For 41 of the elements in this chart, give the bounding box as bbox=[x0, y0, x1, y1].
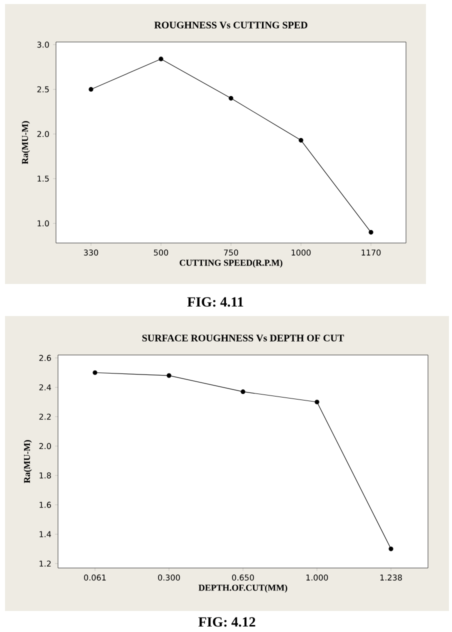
point bbox=[228, 96, 234, 101]
x-tick-label: 500 bbox=[154, 250, 168, 256]
x-axis-title: DEPTH.OF.CUT(MM) bbox=[198, 584, 288, 593]
y-axis-title: Ra(MU-M) bbox=[22, 121, 30, 164]
y-tick-label: 1.2 bbox=[40, 560, 51, 567]
y-tick-label: 1.4 bbox=[40, 531, 52, 538]
x-tick-label: 330 bbox=[84, 250, 98, 256]
point bbox=[388, 546, 394, 552]
y-tick-label: 2.0 bbox=[37, 130, 49, 138]
x-tick-label: 0.650 bbox=[232, 574, 254, 581]
x-tick-label: 1.000 bbox=[306, 574, 328, 581]
y-tick-label: 1.5 bbox=[38, 176, 49, 182]
text: FIG: 4.11 bbox=[187, 297, 244, 307]
x-tick-label: 1.238 bbox=[380, 574, 402, 581]
y-tick-label: 2.5 bbox=[37, 86, 49, 92]
point bbox=[298, 138, 304, 143]
y-tick-label: 1.0 bbox=[38, 220, 49, 226]
y-tick-label: 1.6 bbox=[40, 502, 51, 508]
point bbox=[240, 389, 246, 394]
point bbox=[368, 230, 374, 235]
y-axis-title: Ra(MU-M) bbox=[24, 440, 32, 484]
y-tick-label: 1.8 bbox=[40, 472, 51, 478]
chart-title: ROUGHNESS Vs CUTTING SPED bbox=[154, 22, 308, 28]
chart-title: SURFACE ROUGHNESS Vs DEPTH OF CUT bbox=[142, 334, 344, 342]
y-tick-label: 2.0 bbox=[39, 443, 51, 450]
x-tick-label: 0.061 bbox=[84, 574, 106, 581]
point bbox=[314, 400, 320, 404]
x-tick-label: 0.300 bbox=[158, 574, 180, 581]
text: FIG: 4.12 bbox=[198, 617, 256, 627]
point bbox=[158, 56, 164, 62]
y-tick-label: 2.6 bbox=[39, 354, 51, 361]
x-axis-title: CUTTING SPEED(R.P.M) bbox=[180, 259, 282, 268]
y-tick-label: 2.4 bbox=[39, 384, 52, 390]
point bbox=[166, 373, 172, 378]
point bbox=[88, 87, 94, 92]
x-tick-label: 1000 bbox=[292, 250, 311, 256]
x-tick-label: 1170 bbox=[362, 250, 381, 256]
y-tick-label: 3.0 bbox=[37, 42, 49, 48]
x-tick-label: 750 bbox=[224, 250, 238, 256]
y-tick-label: 2.2 bbox=[39, 414, 51, 420]
point bbox=[92, 370, 98, 375]
